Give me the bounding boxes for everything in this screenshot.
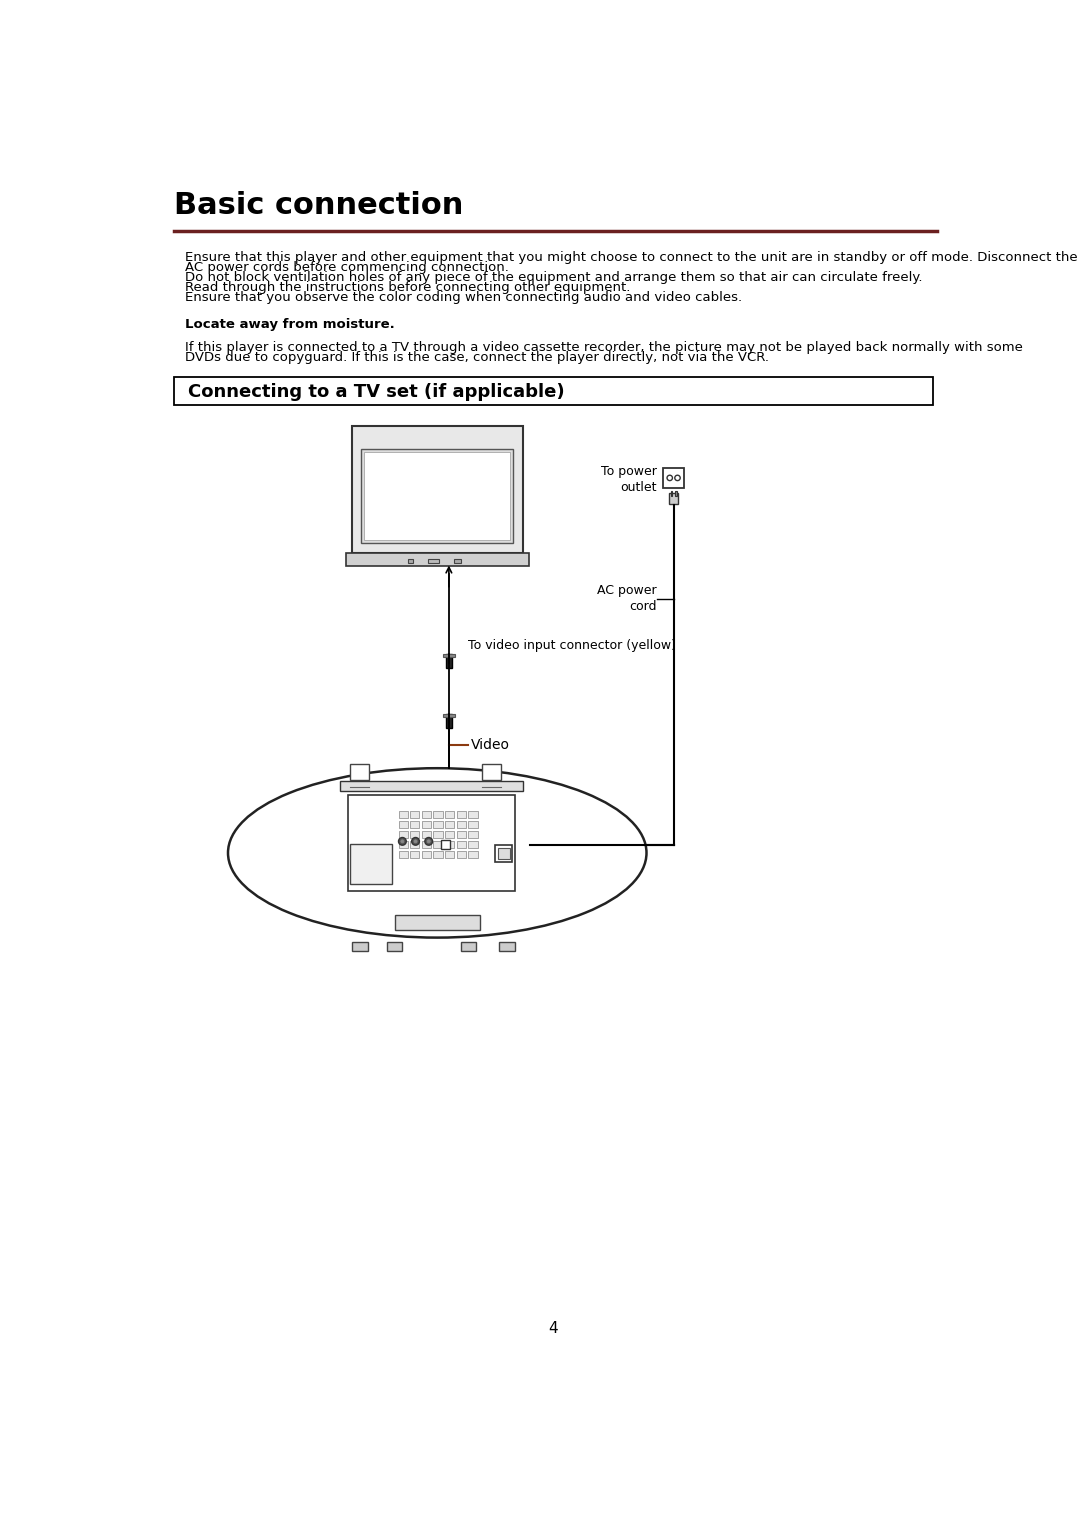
Bar: [410, 851, 419, 859]
Text: Ensure that this player and other equipment that you might choose to connect to : Ensure that this player and other equipm…: [186, 250, 1078, 264]
Bar: [352, 942, 367, 952]
Circle shape: [424, 837, 433, 845]
Text: 4: 4: [549, 1321, 558, 1336]
Bar: [352, 425, 523, 552]
Text: Basic connection: Basic connection: [174, 191, 463, 220]
Ellipse shape: [228, 769, 647, 938]
Bar: [433, 822, 443, 828]
Bar: [410, 842, 419, 848]
Bar: [469, 851, 477, 859]
Bar: [433, 811, 443, 819]
Text: To video input connector (yellow): To video input connector (yellow): [469, 639, 676, 651]
Bar: [445, 851, 455, 859]
Bar: [350, 843, 392, 883]
Bar: [346, 552, 529, 566]
Bar: [457, 842, 465, 848]
Bar: [410, 831, 419, 839]
Text: Video: Video: [471, 738, 510, 752]
Bar: [457, 851, 465, 859]
Bar: [469, 822, 477, 828]
Bar: [433, 851, 443, 859]
Circle shape: [414, 840, 417, 843]
Circle shape: [667, 476, 673, 480]
Text: DVDs due to copyguard. If this is the case, connect the player directly, not via: DVDs due to copyguard. If this is the ca…: [186, 351, 769, 364]
Bar: [340, 781, 523, 791]
Text: To power
outlet: To power outlet: [600, 465, 657, 494]
Text: Read through the instructions before connecting other equipment.: Read through the instructions before con…: [186, 281, 631, 294]
Text: AC power cords before commencing connection.: AC power cords before commencing connect…: [186, 261, 510, 274]
Text: Do not block ventilation holes of any piece of the equipment and arrange them so: Do not block ventilation holes of any pi…: [186, 271, 923, 284]
Bar: [482, 764, 501, 779]
Bar: [446, 654, 451, 668]
Bar: [422, 842, 431, 848]
Bar: [348, 795, 515, 892]
Text: AC power
cord: AC power cord: [597, 584, 657, 613]
Bar: [445, 842, 455, 848]
Bar: [445, 822, 455, 828]
Text: Locate away from moisture.: Locate away from moisture.: [186, 317, 395, 331]
Bar: [445, 811, 455, 819]
Bar: [422, 831, 431, 839]
Bar: [410, 822, 419, 828]
Circle shape: [428, 840, 430, 843]
Bar: [408, 558, 414, 563]
Bar: [457, 811, 465, 819]
Bar: [498, 848, 510, 859]
Bar: [422, 851, 431, 859]
Bar: [399, 842, 408, 848]
Bar: [469, 842, 477, 848]
Bar: [422, 822, 431, 828]
Bar: [362, 448, 513, 543]
Bar: [469, 831, 477, 839]
Bar: [399, 811, 408, 819]
Bar: [499, 942, 515, 952]
Bar: [441, 840, 450, 849]
Bar: [399, 851, 408, 859]
Bar: [433, 842, 443, 848]
Bar: [663, 468, 685, 488]
Text: Ensure that you observe the color coding when connecting audio and video cables.: Ensure that you observe the color coding…: [186, 291, 743, 303]
Bar: [410, 811, 419, 819]
Bar: [455, 558, 460, 563]
Bar: [469, 811, 477, 819]
Bar: [669, 493, 678, 505]
Bar: [671, 491, 672, 496]
Bar: [428, 558, 438, 563]
Bar: [443, 714, 455, 717]
Bar: [387, 942, 403, 952]
Bar: [422, 811, 431, 819]
Circle shape: [411, 837, 419, 845]
Bar: [394, 915, 480, 930]
Bar: [443, 654, 455, 657]
Bar: [496, 845, 512, 862]
Bar: [675, 491, 677, 496]
Bar: [445, 831, 455, 839]
Bar: [457, 831, 465, 839]
Bar: [174, 377, 933, 404]
Bar: [399, 831, 408, 839]
Circle shape: [401, 840, 404, 843]
Text: If this player is connected to a TV through a video cassette recorder, the pictu: If this player is connected to a TV thro…: [186, 342, 1023, 354]
Bar: [446, 714, 451, 727]
Bar: [460, 942, 476, 952]
Bar: [433, 831, 443, 839]
Bar: [350, 764, 369, 779]
Text: Connecting to a TV set (if applicable): Connecting to a TV set (if applicable): [188, 383, 565, 401]
Circle shape: [675, 476, 680, 480]
Bar: [457, 822, 465, 828]
Circle shape: [399, 837, 406, 845]
Bar: [364, 451, 510, 540]
Bar: [399, 822, 408, 828]
